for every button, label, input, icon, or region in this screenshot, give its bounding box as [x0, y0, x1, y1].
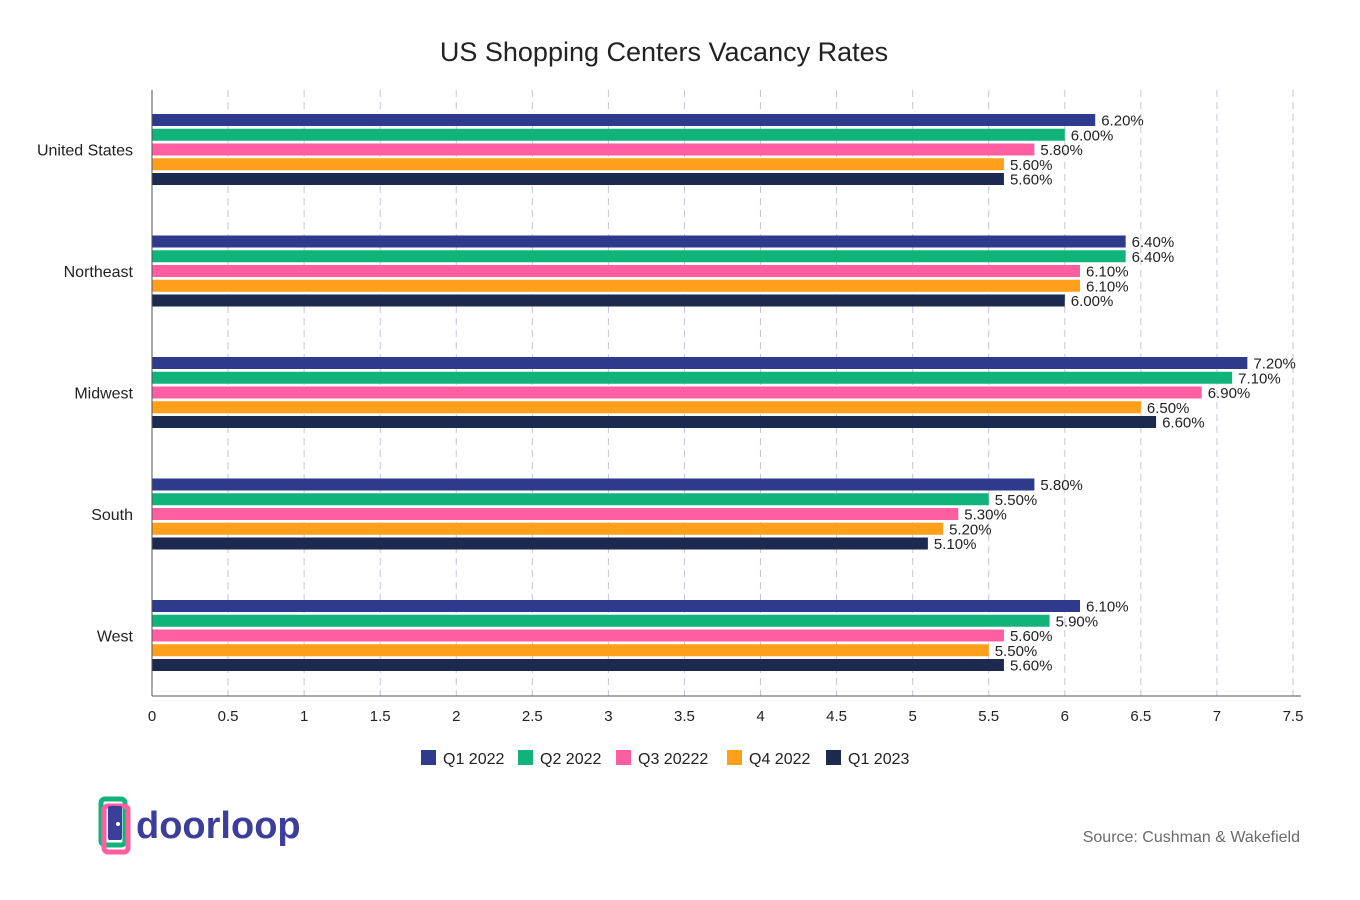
brand-name: doorloop	[136, 805, 301, 847]
x-tick-label: 4.5	[826, 708, 847, 725]
x-tick-label: 6.5	[1130, 708, 1151, 725]
data-label: 6.00%	[1071, 127, 1114, 144]
data-label: 6.10%	[1086, 264, 1129, 281]
data-label: 5.80%	[1040, 142, 1083, 159]
data-label: 7.20%	[1253, 356, 1296, 373]
data-label: 5.20%	[949, 521, 992, 538]
door-icon	[98, 796, 131, 855]
legend-label: Q1 2022	[443, 751, 504, 768]
legend-label: Q3 20222	[638, 751, 708, 768]
bar	[152, 600, 1081, 612]
legend-swatch	[826, 750, 841, 765]
x-tick-label: 4	[756, 708, 764, 725]
chart-title: US Shopping Centers Vacancy Rates	[440, 37, 888, 67]
bar	[152, 114, 1096, 126]
x-tick-label: 7	[1213, 708, 1221, 725]
x-tick-label: 1	[300, 708, 308, 725]
data-label: 6.40%	[1132, 249, 1175, 266]
bar	[152, 357, 1248, 369]
axes: 0 0.5 1 1.5 2 2.5 3 3.5 4 4.5 5 5.5 6 6.5 7 7.5 United S…	[37, 90, 1303, 725]
x-tick-label: 0.5	[218, 708, 239, 725]
legend-label: Q4 2022	[749, 751, 810, 768]
bar	[152, 416, 1157, 428]
bar	[152, 644, 989, 657]
data-label: 6.20%	[1101, 113, 1144, 130]
bar	[152, 659, 1004, 671]
data-label: 6.60%	[1162, 415, 1205, 432]
data-label: 5.60%	[1010, 658, 1053, 675]
bar	[152, 493, 989, 506]
bar	[152, 294, 1065, 307]
legend-label: Q2 2022	[540, 751, 601, 768]
bar	[152, 143, 1035, 156]
data-label: 6.10%	[1086, 599, 1129, 616]
x-tick-label: 2.5	[522, 708, 543, 725]
data-label: 5.60%	[1010, 628, 1053, 645]
category-label: United States	[37, 143, 133, 160]
bar	[152, 250, 1126, 263]
data-label: 5.60%	[1010, 172, 1053, 189]
data-label: 5.60%	[1010, 157, 1053, 174]
bar	[152, 522, 944, 535]
x-tick-label: 7.5	[1283, 708, 1304, 725]
data-label: 5.50%	[995, 492, 1038, 509]
category-label: Northeast	[64, 264, 134, 281]
bar	[152, 173, 1004, 185]
data-label: 6.50%	[1147, 400, 1190, 417]
category-label: Midwest	[74, 386, 133, 403]
bar	[152, 629, 1004, 642]
x-tick-label: 1.5	[370, 708, 391, 725]
x-tick-label: 3	[604, 708, 612, 725]
source-note: Source: Cushman & Wakefield	[1083, 829, 1300, 846]
bar	[152, 386, 1202, 399]
legend-label: Q1 2023	[848, 751, 909, 768]
x-tick-label: 5.5	[978, 708, 999, 725]
x-tick-label: 3.5	[674, 708, 695, 725]
x-tick-label: 5	[908, 708, 916, 725]
data-label: 6.40%	[1132, 234, 1175, 251]
bar	[152, 279, 1081, 292]
bar	[152, 508, 959, 520]
legend-swatch	[518, 750, 533, 765]
bar	[152, 537, 928, 550]
bar	[152, 478, 1035, 491]
x-tick-label: 6	[1061, 708, 1069, 725]
bar	[152, 371, 1233, 384]
brand-logo: doorloop	[98, 796, 301, 855]
bar	[152, 401, 1141, 414]
category-label: West	[97, 629, 134, 646]
data-label: 6.00%	[1071, 293, 1114, 310]
x-tick-label: 0	[148, 708, 156, 725]
bar	[152, 128, 1065, 141]
bar	[152, 265, 1081, 277]
data-label: 6.10%	[1086, 278, 1129, 295]
legend: Q1 2022 Q2 2022 Q3 20222 Q4 2022 Q1 2023	[421, 750, 909, 768]
legend-swatch	[727, 750, 742, 765]
data-label: 5.80%	[1040, 477, 1083, 494]
data-label: 5.90%	[1056, 613, 1099, 630]
bar	[152, 158, 1004, 171]
data-label: 5.50%	[995, 643, 1038, 660]
data-label: 6.90%	[1208, 385, 1251, 402]
legend-swatch	[421, 750, 436, 765]
bar	[152, 614, 1050, 627]
x-tick-label: 2	[452, 708, 460, 725]
legend-swatch	[616, 750, 631, 765]
data-label: 7.10%	[1238, 370, 1281, 387]
bars: 6.20%6.00%5.80%5.60%5.60%6.40%6.40%6.10%…	[152, 113, 1296, 675]
data-label: 5.10%	[934, 536, 977, 553]
bar	[152, 235, 1126, 248]
category-label: South	[91, 507, 133, 524]
data-label: 5.30%	[964, 507, 1007, 524]
